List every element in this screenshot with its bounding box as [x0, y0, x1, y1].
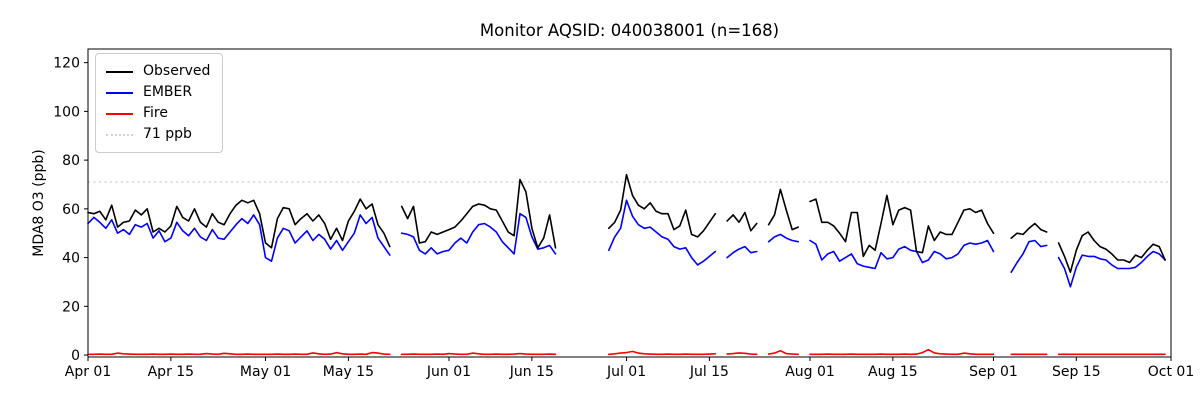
x-tick-label: May 01	[240, 364, 291, 380]
legend-item-fire: Fire	[106, 103, 210, 124]
x-tick-label: Aug 15	[868, 364, 918, 380]
y-tick-label: 120	[53, 56, 80, 72]
y-tick-label: 0	[71, 348, 80, 364]
observed-series-line	[87, 173, 1166, 273]
x-tick-label: Oct 01	[1148, 364, 1194, 380]
x-tick-label: May 15	[323, 364, 374, 380]
legend-label: 71 ppb	[143, 126, 192, 142]
x-tick-label: Jun 15	[509, 364, 554, 380]
y-tick-label: 60	[62, 202, 80, 218]
x-tick-label: Sep 01	[969, 364, 1018, 380]
threshold-line-sample-icon	[106, 133, 133, 136]
legend: Observed EMBER Fire 71 ppb	[95, 53, 224, 153]
x-tick-label: Jul 01	[606, 364, 646, 380]
fire-line-sample-icon	[106, 112, 133, 115]
legend-item-threshold: 71 ppb	[106, 124, 210, 145]
y-axis-label: MDA8 O3 (ppb)	[31, 149, 47, 257]
x-tick-label: Jun 01	[426, 364, 471, 380]
x-tick-label: Apr 01	[65, 364, 111, 380]
chart-title: Monitor AQSID: 040038001 (n=168)	[479, 21, 780, 40]
x-tick-label: Aug 01	[785, 364, 835, 380]
legend-label: Observed	[143, 63, 211, 79]
legend-label: EMBER	[143, 84, 193, 100]
legend-item-ember: EMBER	[106, 82, 210, 103]
ember-series-line	[87, 199, 1166, 288]
x-tick-label: Sep 15	[1052, 364, 1101, 380]
ember-line-sample-icon	[106, 91, 133, 94]
y-tick-label: 40	[62, 251, 80, 267]
y-tick-label: 100	[53, 104, 80, 120]
legend-item-observed: Observed	[106, 61, 210, 82]
fire-series-line	[87, 348, 1166, 356]
y-tick-label: 80	[62, 153, 80, 169]
y-tick-label: 20	[62, 299, 80, 315]
x-tick-label: Jul 15	[689, 364, 729, 380]
x-tick-label: Apr 15	[148, 364, 194, 380]
observed-line-sample-icon	[106, 70, 133, 73]
plot-border	[87, 48, 1172, 358]
legend-label: Fire	[143, 105, 168, 121]
